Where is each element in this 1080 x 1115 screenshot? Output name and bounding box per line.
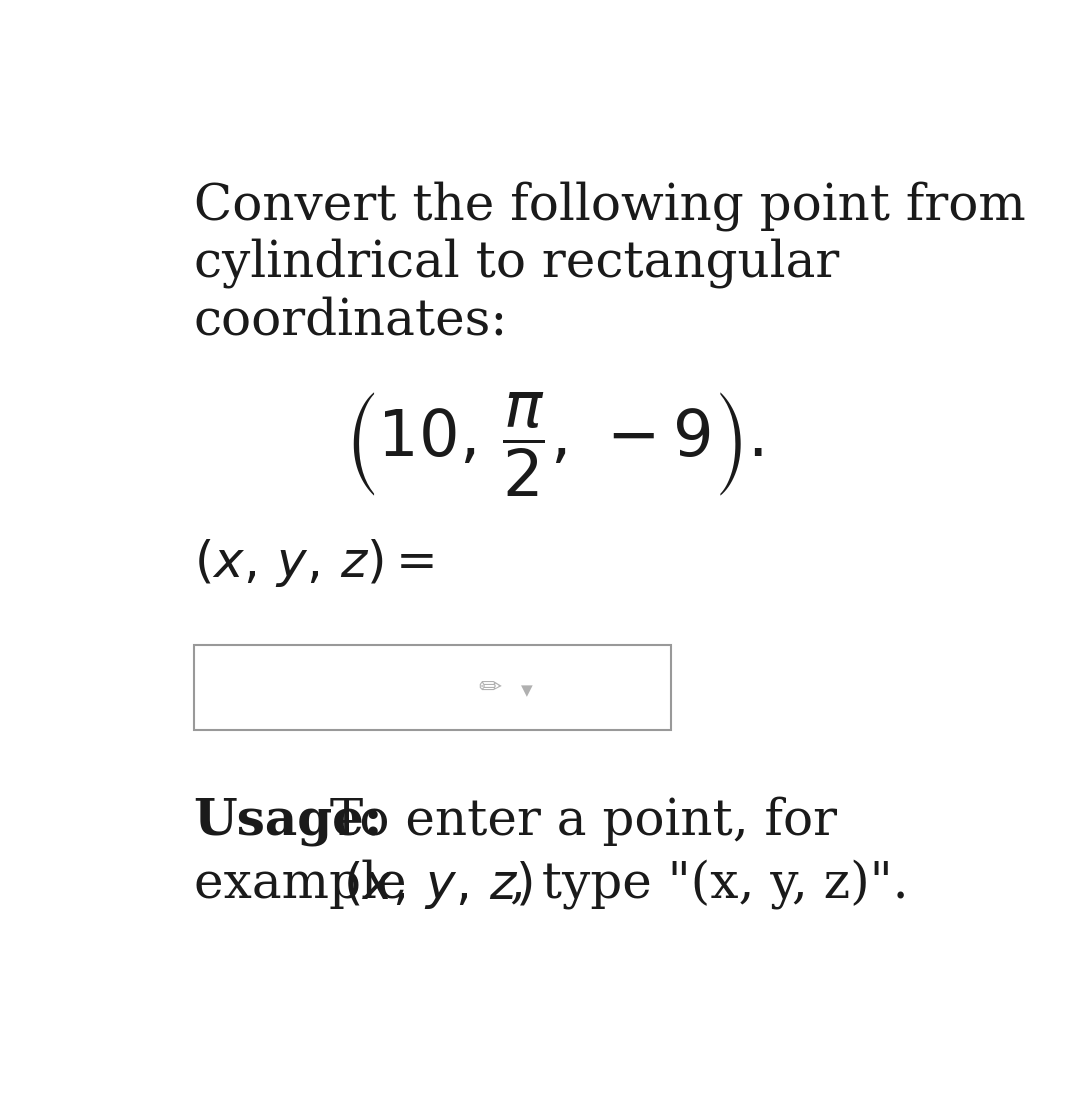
Text: ✏: ✏ (477, 673, 501, 701)
Text: ▼: ▼ (522, 683, 532, 698)
Text: To enter a point, for: To enter a point, for (314, 796, 837, 846)
Text: $\left(10,\,\dfrac{\pi}{2},\,-9\right).$: $\left(10,\,\dfrac{\pi}{2},\,-9\right).$ (345, 391, 762, 500)
Text: coordinates:: coordinates: (193, 297, 508, 346)
Text: cylindrical to rectangular: cylindrical to rectangular (193, 239, 839, 289)
Text: Convert the following point from: Convert the following point from (193, 181, 1025, 231)
Text: , type "(x, y, z)".: , type "(x, y, z)". (510, 860, 908, 909)
Text: Usage:: Usage: (193, 796, 383, 845)
FancyBboxPatch shape (193, 644, 671, 730)
Text: $\left(x,\,y,\,z\right)$: $\left(x,\,y,\,z\right)$ (342, 860, 532, 911)
Text: $\left(x,\,y,\,z\right) =$: $\left(x,\,y,\,z\right) =$ (193, 537, 434, 590)
Text: example: example (193, 860, 422, 909)
